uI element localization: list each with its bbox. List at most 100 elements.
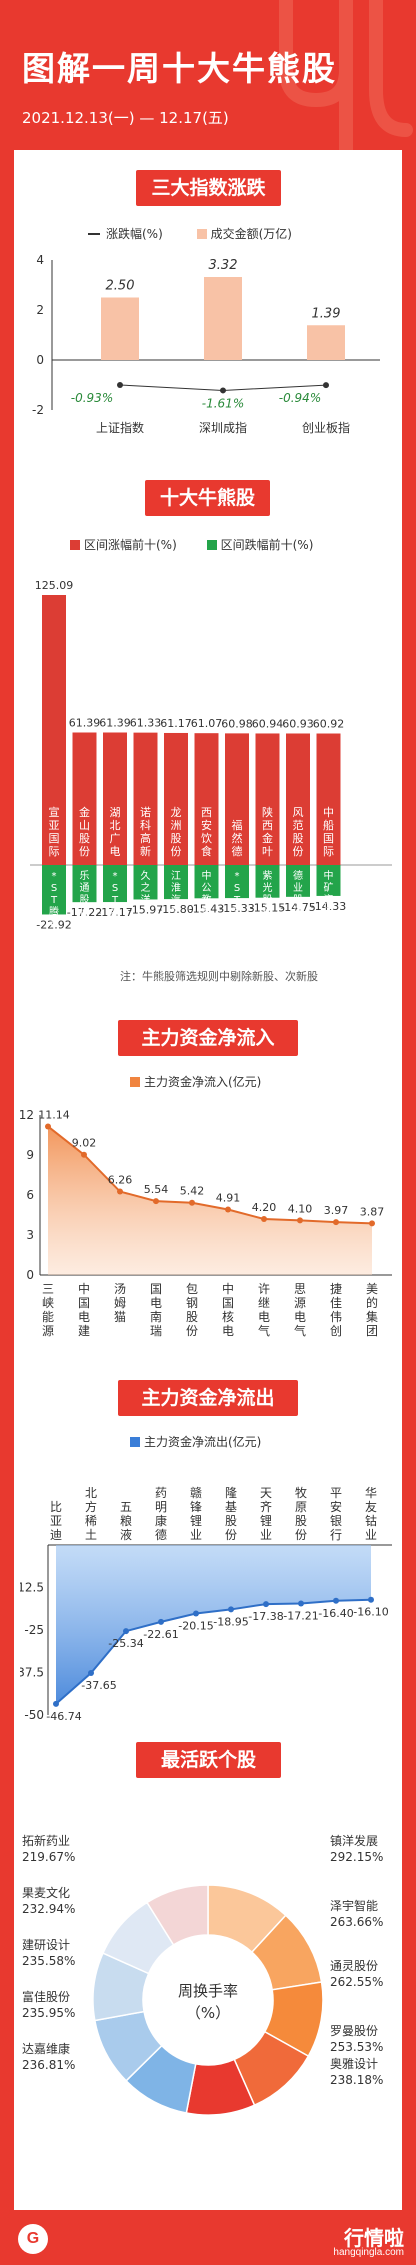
loser-bar bbox=[72, 865, 97, 903]
gainer-name-label: 诺科高新 bbox=[140, 806, 151, 858]
gainer-bar bbox=[164, 732, 188, 865]
category-label: 牧原股份 bbox=[295, 1486, 307, 1542]
slice-name-label: 拓新药业 bbox=[22, 1833, 70, 1848]
gainer-bar bbox=[225, 733, 249, 865]
center-label-unit: （%） bbox=[186, 2004, 230, 2022]
loser-value-label: -14.75 bbox=[280, 901, 315, 914]
outflow-value-label: -18.95 bbox=[213, 1615, 248, 1628]
inflow-point bbox=[117, 1188, 123, 1195]
green-legend-icon bbox=[206, 540, 217, 550]
loser-name-label: 德业股份 bbox=[293, 869, 303, 918]
header-decoration bbox=[279, 0, 413, 150]
inflow-value-label: 4.20 bbox=[252, 1201, 277, 1214]
gainer-bar bbox=[316, 733, 341, 865]
active-donut-chart: 周换手率 （%） 拓新药业 219.67% 果麦文化 232.94% 建研设计 235.58%… bbox=[22, 1833, 383, 2116]
slice-value-label: 236.81% bbox=[22, 2058, 75, 2072]
loser-bar bbox=[225, 865, 249, 899]
loser-value-label: -15.15 bbox=[250, 902, 285, 915]
loser-bar bbox=[286, 865, 310, 897]
orange-legend-icon bbox=[130, 1077, 140, 1087]
brand-url: hangqingla.com bbox=[333, 2247, 404, 2258]
y-tick-label: -50 bbox=[24, 1708, 44, 1722]
outflow-value-label: -46.74 bbox=[46, 1710, 81, 1723]
category-label: 上证指数 bbox=[96, 420, 144, 435]
loser-name-label: 中公教育 bbox=[202, 869, 212, 918]
change-value-label: -0.93% bbox=[71, 391, 113, 405]
slice-name-label: 泽宇智能 bbox=[330, 1898, 378, 1913]
y-tick-label: 12 bbox=[20, 1108, 34, 1122]
outflow-value-label: -17.38 bbox=[248, 1610, 283, 1623]
legend-losers: 区间跌幅前十(%) bbox=[220, 538, 314, 552]
outflow-point bbox=[368, 1596, 374, 1603]
gainer-bar bbox=[103, 732, 127, 865]
inflow-value-label: 6.26 bbox=[108, 1174, 133, 1187]
y-tick-label: -2 bbox=[32, 403, 44, 417]
outflow-point bbox=[123, 1628, 129, 1635]
loser-value-label: -14.33 bbox=[311, 900, 346, 913]
loser-value-label: -15.97 bbox=[128, 903, 163, 916]
inflow-point bbox=[225, 1206, 231, 1213]
loser-name-label: * S T 嘉信 bbox=[110, 871, 120, 930]
turnover-value-label: 2.50 bbox=[106, 279, 135, 294]
turnover-value-label: 3.32 bbox=[209, 258, 238, 273]
y-tick-label: 0 bbox=[26, 1268, 34, 1282]
bull-bear-chart: 125.09 宣亚国际 61.39 金山股份 61.39 湖北广电 61.33 诺科高新 61.… bbox=[30, 579, 392, 931]
outflow-area bbox=[56, 1545, 371, 1704]
slice-value-label: 262.55% bbox=[330, 1975, 383, 1989]
gainer-value-label: 61.33 bbox=[130, 717, 162, 730]
inflow-point bbox=[261, 1216, 267, 1222]
outflow-value-label: -22.61 bbox=[143, 1628, 178, 1641]
page-title: 图解一周十大牛熊股 bbox=[22, 49, 337, 88]
loser-name-label: 乐通股份 bbox=[80, 870, 90, 918]
slice-value-label: 253.53% bbox=[330, 2040, 383, 2054]
legend-outflow: 主力资金净流出(亿元) bbox=[144, 1435, 262, 1449]
loser-name-label: 久之洋 bbox=[141, 870, 151, 906]
outflow-point bbox=[193, 1610, 199, 1617]
slice-value-label: 235.95% bbox=[22, 2006, 75, 2020]
loser-name-label: 紫光股份 bbox=[263, 870, 273, 918]
inflow-value-label: 4.91 bbox=[216, 1192, 241, 1205]
y-tick-label: -12.5 bbox=[20, 1581, 44, 1595]
loser-bar bbox=[164, 865, 188, 900]
slice-name-label: 罗曼股份 bbox=[330, 2024, 378, 2038]
outflow-value-label: -20.15 bbox=[178, 1620, 213, 1633]
slice-name-label: 果麦文化 bbox=[22, 1885, 70, 1900]
outflow-point bbox=[158, 1618, 164, 1625]
turnover-bar bbox=[307, 325, 345, 360]
gainer-value-label: 60.94 bbox=[252, 717, 284, 730]
section-title-bull-bear: 十大牛熊股 bbox=[145, 480, 270, 516]
gainer-name-label: 福然德 bbox=[232, 818, 243, 858]
outflow-chart: -12.5 -25 -37.5 -50-46.74 比亚迪 -37.65 北方稀土 -25.3… bbox=[20, 1485, 392, 1723]
loser-value-label: -17.22 bbox=[67, 906, 102, 919]
y-tick-label: -25 bbox=[24, 1623, 44, 1637]
outflow-legend: 主力资金净流出(亿元) bbox=[130, 1433, 261, 1450]
category-label: 包钢股份 bbox=[186, 1282, 198, 1338]
inflow-value-label: 5.42 bbox=[180, 1185, 205, 1198]
loser-bar bbox=[316, 865, 341, 896]
category-label: 中国核电 bbox=[222, 1281, 234, 1338]
inflow-chart: 12 9 6 3 0 11.14 三峡能源 9.02 中国电建 6.26 汤姆猫 5.54 国电南瑞 5.… bbox=[20, 1108, 392, 1338]
inflow-value-label: 4.10 bbox=[288, 1202, 313, 1215]
inflow-value-label: 9.02 bbox=[72, 1137, 97, 1150]
y-tick-label: 6 bbox=[26, 1188, 34, 1202]
gainer-bar bbox=[194, 733, 219, 865]
legend-gainers: 区间涨幅前十(%) bbox=[84, 538, 177, 552]
gainer-value-label: 61.07 bbox=[191, 717, 223, 730]
blue-legend-icon bbox=[130, 1437, 140, 1447]
category-label: 五粮液 bbox=[120, 1500, 132, 1542]
outflow-value-label: -16.40 bbox=[318, 1607, 353, 1620]
header: 图解一周十大牛熊股 2021.12.13(一) — 12.17(五) bbox=[0, 0, 416, 150]
inflow-value-label: 11.14 bbox=[38, 1108, 70, 1121]
slice-value-label: 292.15% bbox=[330, 1850, 383, 1864]
slice-value-label: 219.67% bbox=[22, 1850, 75, 1864]
category-label: 天齐锂业 bbox=[260, 1486, 272, 1542]
slice-name-label: 建研设计 bbox=[22, 1938, 70, 1952]
slice-value-label: 263.66% bbox=[330, 1915, 383, 1929]
loser-value-label: -17.17 bbox=[97, 906, 132, 919]
category-label: 平安银行 bbox=[330, 1486, 342, 1542]
inflow-point bbox=[81, 1151, 87, 1158]
section-title-outflow: 主力资金净流出 bbox=[118, 1380, 298, 1416]
category-label: 国电南瑞 bbox=[150, 1282, 162, 1338]
outflow-point bbox=[298, 1600, 304, 1607]
category-label: 药明康德 bbox=[155, 1486, 167, 1542]
